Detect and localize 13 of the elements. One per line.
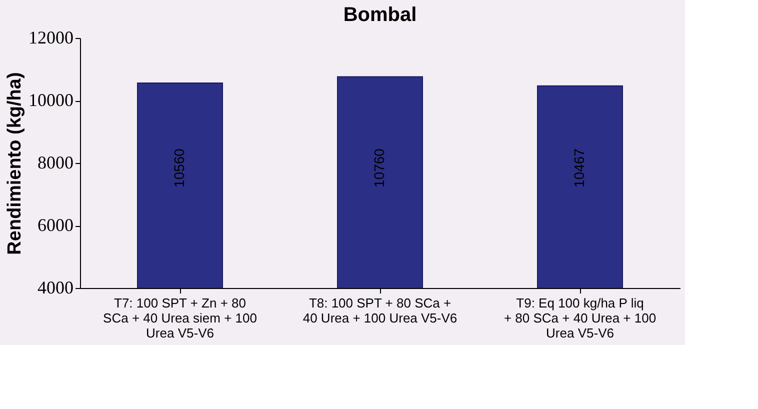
chart-title: Bombal <box>343 4 417 26</box>
data-label: 10760 <box>371 148 387 188</box>
y-tick-label: 4000 <box>38 278 74 298</box>
x-tick-label: T7: 100 SPT + Zn + 80 SCa + 40 Urea siem + 100 Urea V5-V6 <box>103 296 257 340</box>
data-label: 10560 <box>171 148 187 188</box>
y-tick-label: 10000 <box>28 90 74 110</box>
x-tick-label: T8: 100 SPT + 80 SCa + 40 Urea + 100 Urea V5-V6 <box>302 296 458 326</box>
y-tick-label: 12000 <box>28 28 74 48</box>
y-tick-label: 6000 <box>38 215 74 235</box>
x-tick-label: T9: Eq 100 kg/ha P liq + 80 SCa + 40 Urea + 100 Urea V5-V6 <box>504 296 656 340</box>
data-label: 10467 <box>571 148 587 188</box>
y-tick-label: 8000 <box>38 152 74 172</box>
y-axis-title: Rendimiento (kg/ha) <box>4 72 26 255</box>
